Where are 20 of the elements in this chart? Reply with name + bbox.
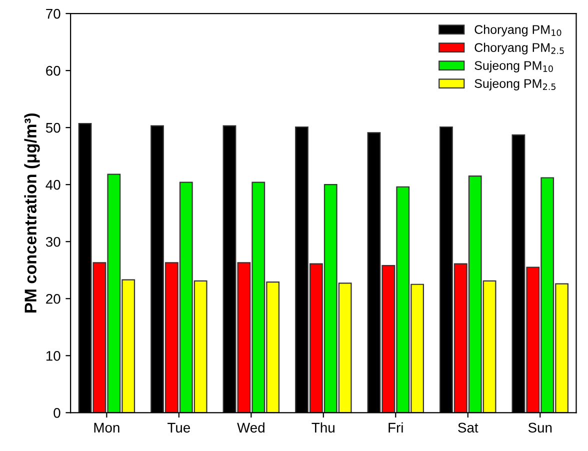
x-tick-label: Sat xyxy=(458,422,478,433)
x-tick-label: Mon xyxy=(94,422,120,433)
x-tick-label: Thu xyxy=(312,422,334,433)
y-tick-label: 40 xyxy=(46,180,60,190)
x-tick-label: Sun xyxy=(528,422,552,433)
x-tick-label: Fri xyxy=(388,422,403,432)
y-tick-label: 60 xyxy=(46,66,60,76)
x-tick-label: Tue xyxy=(168,422,190,433)
y-tick-label: 20 xyxy=(46,294,60,304)
y-tick-label: 0 xyxy=(54,408,60,418)
y-tick-label: 10 xyxy=(46,350,60,361)
y-axis-title: PM concentration (μg/m³) xyxy=(24,113,40,312)
y-tick-label: 50 xyxy=(46,122,60,133)
x-tick-label: Wed xyxy=(237,422,264,433)
legend-label: Choryang PM$_{10}$ xyxy=(474,24,562,36)
y-tick-label: 70 xyxy=(46,8,60,19)
legend-label: Sujeong PM$_{10}$ xyxy=(474,60,553,72)
y-tick-label: 30 xyxy=(46,236,60,247)
legend-label: Sujeong PM$_{2.5}$ xyxy=(474,78,556,90)
legend-label: Choryang PM$_{2.5}$ xyxy=(474,42,564,54)
